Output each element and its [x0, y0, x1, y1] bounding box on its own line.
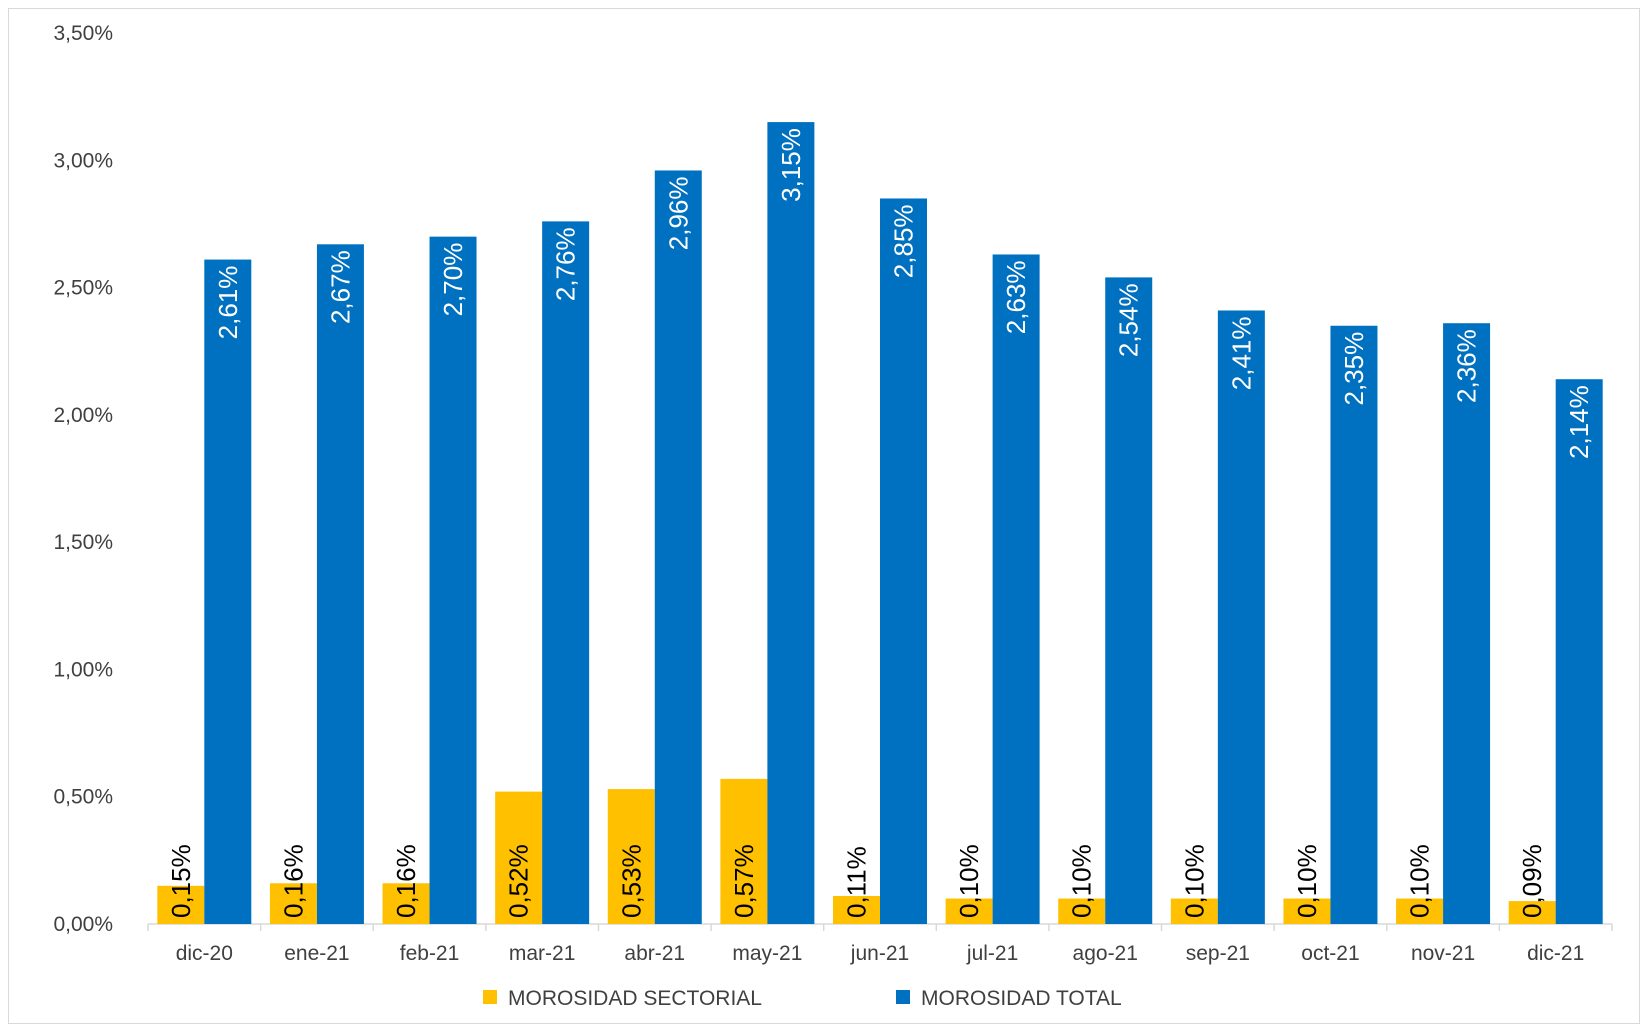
- data-label-sectorial: 0,11%: [842, 846, 872, 918]
- bar-total: [767, 122, 815, 925]
- bar-sectorial: [607, 789, 655, 924]
- y-tick-label: 3,50%: [53, 22, 113, 45]
- x-tick-label: dic-20: [176, 942, 233, 965]
- bar-sectorial: [720, 778, 768, 924]
- x-tick-label: jun-21: [850, 942, 909, 965]
- data-label-total: 2,61%: [213, 266, 243, 340]
- data-label-sectorial: 0,10%: [1292, 844, 1322, 918]
- bar-sectorial: [1170, 898, 1218, 924]
- data-label-sectorial: 0,10%: [1179, 844, 1209, 918]
- x-tick-label: ago-21: [1073, 942, 1138, 965]
- bar-sectorial: [1283, 898, 1331, 924]
- bar-total: [880, 198, 927, 924]
- data-label-sectorial: 0,10%: [1067, 844, 1097, 918]
- bar-total: [1555, 379, 1603, 924]
- bar-sectorial: [269, 883, 317, 924]
- x-axis: dic-20 ene-21 feb-21 mar-21 abr-21 may-21 jun-…: [147, 923, 1613, 965]
- data-label-sectorial: 0,10%: [954, 844, 984, 918]
- y-tick-label: 2,00%: [53, 404, 113, 427]
- data-label-total: 2,14%: [1564, 385, 1594, 459]
- y-tick-label: 1,50%: [53, 531, 113, 554]
- data-label-total: 2,76%: [551, 227, 581, 301]
- bar-sectorial: [382, 883, 430, 924]
- bar-total: [1330, 325, 1378, 924]
- legend-swatch-total: [896, 990, 910, 1004]
- bar-total: [429, 236, 477, 924]
- legend-label-total: MOROSIDAD TOTAL: [921, 987, 1122, 1010]
- y-tick-label: 2,50%: [53, 277, 113, 300]
- y-tick-label: 0,50%: [53, 786, 113, 809]
- data-label-total: 2,70%: [438, 243, 468, 317]
- x-tick-label: ene-21: [284, 942, 349, 965]
- data-label-total: 3,15%: [776, 128, 806, 202]
- data-label-sectorial: 0,16%: [278, 844, 308, 918]
- legend: MOROSIDAD SECTORIAL MOROSIDAD TOTAL: [483, 987, 1122, 1010]
- legend-label-sectorial: MOROSIDAD SECTORIAL: [508, 987, 762, 1010]
- data-label-total: 2,54%: [1114, 283, 1144, 357]
- data-label-sectorial: 0,15%: [166, 844, 196, 918]
- bar-total: [1217, 310, 1265, 924]
- data-label-total: 2,67%: [325, 250, 355, 324]
- bar-total: [542, 221, 590, 924]
- y-tick-label: 1,00%: [53, 658, 113, 681]
- bar-sectorial: [157, 885, 205, 924]
- bar-total: [992, 254, 1040, 924]
- data-label-sectorial: 0,52%: [504, 844, 534, 918]
- bar-total: [1105, 277, 1153, 925]
- x-tick-label: mar-21: [509, 942, 576, 965]
- bar-total: [654, 170, 702, 924]
- data-label-sectorial: 0,09%: [1517, 844, 1547, 918]
- y-axis: 0,00% 0,50% 1,00% 1,50% 2,00% 2,50% 3,00% 3,50%: [53, 22, 113, 936]
- data-label-total: 2,96%: [663, 176, 693, 250]
- y-tick-label: 0,00%: [53, 913, 113, 936]
- data-label-total: 2,41%: [1226, 316, 1256, 390]
- x-tick-label: may-21: [732, 942, 802, 965]
- y-tick-label: 3,00%: [53, 149, 113, 172]
- data-label-sectorial: 0,16%: [391, 844, 421, 918]
- data-label-sectorial: 0,10%: [1405, 844, 1435, 918]
- data-label-total: 2,85%: [889, 204, 919, 278]
- data-label-sectorial: 0,57%: [729, 844, 759, 918]
- data-label-total: 2,35%: [1339, 332, 1369, 406]
- bar-sectorial: [1508, 901, 1556, 924]
- data-labels-group: 0,15% 2,61% 0,16% 2,67% 0,16% 2,70% 0,52% 2,76%…: [166, 128, 1594, 918]
- legend-swatch-sectorial: [483, 990, 497, 1004]
- x-tick-label: sep-21: [1186, 942, 1250, 965]
- x-tick-label: jul-21: [966, 942, 1018, 965]
- bar-series-group: [157, 122, 1603, 925]
- x-tick-label: abr-21: [624, 942, 685, 965]
- bar-sectorial: [1058, 898, 1106, 924]
- bar-total: [316, 244, 364, 924]
- bar-sectorial: [1396, 898, 1444, 924]
- bar-sectorial: [833, 895, 880, 924]
- data-label-sectorial: 0,53%: [616, 844, 646, 918]
- data-label-total: 2,36%: [1452, 329, 1482, 403]
- x-tick-label: dic-21: [1527, 942, 1584, 965]
- x-tick-label: oct-21: [1301, 942, 1359, 965]
- data-label-total: 2,63%: [1001, 260, 1031, 334]
- bar-sectorial: [945, 898, 993, 924]
- bar-total: [1443, 323, 1491, 924]
- bar-sectorial: [495, 791, 543, 924]
- x-tick-label: nov-21: [1411, 942, 1475, 965]
- x-tick-label: feb-21: [400, 942, 460, 965]
- bar-total: [204, 259, 252, 924]
